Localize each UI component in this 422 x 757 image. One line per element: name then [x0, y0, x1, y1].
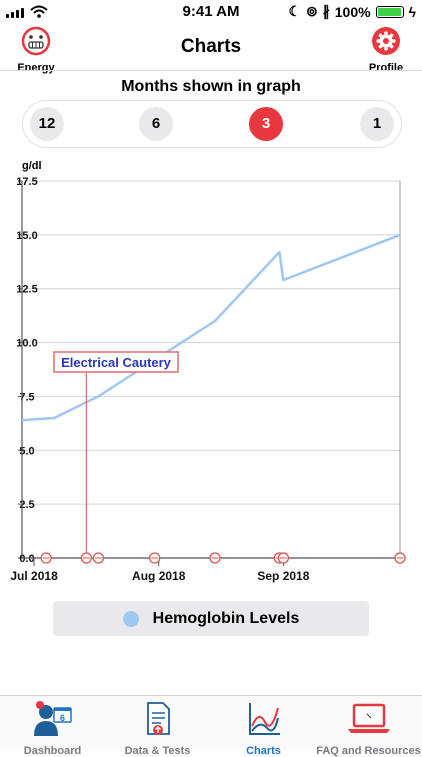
rotation-lock-icon: ⊚ — [306, 3, 318, 19]
y-tick-label: 15.0 — [16, 230, 37, 242]
y-tick-label: 2.5 — [19, 499, 34, 511]
legend-swatch — [122, 610, 139, 627]
signal-icon — [6, 5, 48, 18]
y-tick-label: 7.5 — [19, 391, 34, 403]
months-option-1[interactable]: 1 — [360, 107, 394, 141]
tab-faq-resources[interactable]: FAQ and Resources — [316, 700, 421, 757]
x-tick-label: Jul 2018 — [10, 569, 58, 583]
wifi-icon — [30, 5, 48, 18]
moon-icon: ☾ — [288, 3, 302, 19]
y-axis-label: g/dl — [22, 160, 42, 172]
document-upload-icon — [146, 702, 170, 735]
dashboard-person-icon — [33, 701, 72, 736]
bluetooth-icon: ∦ — [322, 3, 330, 19]
hemoglobin-chart: g/dl 0.0 2.5 5.0 7.5 10.0 12.5 15.0 17.5 Jul 2018… — [10, 160, 406, 583]
line-chart-icon — [248, 703, 280, 735]
tab-label-data-tests: Data & Tests — [124, 745, 191, 757]
tab-label-charts: Charts — [246, 745, 281, 757]
y-tick-label: 0.0 — [19, 553, 34, 565]
nav-bar: Energy Charts Profile — [0, 24, 422, 74]
nav-divider — [0, 70, 422, 71]
status-time: 9:41 AM — [182, 3, 240, 20]
tab-dashboard[interactable]: 6 Dashboard — [0, 700, 105, 757]
energy-label: Energy — [17, 62, 55, 74]
series-line-hemoglobin — [21, 233, 401, 422]
legend-label: Hemoglobin Levels — [152, 609, 300, 627]
energy-button[interactable]: Energy — [8, 26, 64, 74]
months-title: Months shown in graph — [121, 78, 301, 95]
annotation-box — [53, 351, 179, 373]
profile-label: Profile — [368, 62, 404, 74]
legend-hemoglobin[interactable]: Hemoglobin Levels — [53, 601, 369, 636]
gear-icon — [372, 27, 400, 55]
dashboard-calendar-badge: 6 — [60, 713, 66, 723]
months-option-12[interactable]: 12 — [30, 107, 64, 141]
tab-data-tests[interactable]: Data & Tests — [105, 700, 210, 757]
status-bar: 9:41 AM ☾ ⊚ ∦ 100% ϟ — [0, 0, 422, 24]
tab-label-dashboard: Dashboard — [23, 745, 82, 757]
battery-percent: 100% — [334, 3, 371, 20]
months-option-6[interactable]: 6 — [139, 107, 173, 141]
tab-label-faq-resources: FAQ and Resources — [316, 745, 421, 757]
y-tick-label: 17.5 — [16, 176, 37, 188]
months-option-3[interactable]: 3 — [249, 107, 283, 141]
y-tick-label: 12.5 — [16, 284, 37, 296]
profile-button[interactable]: Profile — [358, 26, 414, 74]
energy-face-icon — [21, 26, 51, 56]
tab-bar: 6 Dashboard Data & Tests Charts FAQ and … — [0, 695, 422, 757]
y-tick-label: 10.0 — [16, 338, 37, 350]
page-title: Charts — [180, 36, 242, 57]
y-tick-label: 5.0 — [19, 445, 34, 457]
charging-icon: ϟ — [408, 3, 416, 20]
laptop-icon — [347, 703, 390, 733]
months-segmented-control: 12 6 3 1 — [22, 100, 402, 148]
annotation-label: Electrical Cautery — [61, 355, 172, 370]
battery-icon — [375, 5, 404, 18]
x-tick-label: Sep 2018 — [257, 569, 309, 583]
tab-charts[interactable]: Charts — [211, 700, 316, 757]
x-tick-label: Aug 2018 — [132, 569, 186, 583]
